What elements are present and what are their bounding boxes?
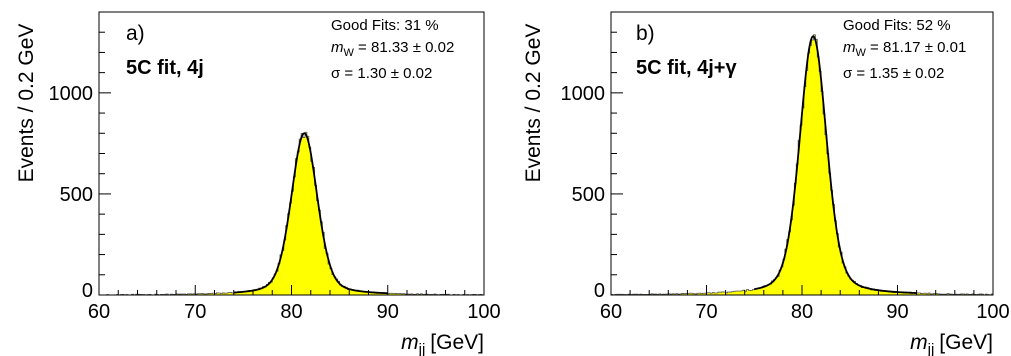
- x-tick-label: 100: [976, 301, 1009, 323]
- histogram-bins: [99, 132, 484, 295]
- y-axis-title: Events / 0.2 GeV: [522, 24, 545, 183]
- x-tick-label: 60: [600, 301, 622, 323]
- x-tick-label: 90: [886, 301, 908, 323]
- histogram-layer: [99, 132, 484, 295]
- y-tick-label: 0: [82, 280, 93, 302]
- x-tick-label: 100: [467, 301, 500, 323]
- stat-sigma: σ = 1.35 ± 0.02: [843, 65, 944, 82]
- stat-good-fits: Good Fits: 31 %: [331, 17, 439, 34]
- panel-letter: b): [636, 22, 655, 45]
- stat-mw-sub: W: [344, 47, 355, 59]
- x-tick-label: 70: [184, 301, 206, 323]
- x-axis-title: mjj [GeV]: [401, 331, 484, 356]
- y-tick-label: 1000: [49, 83, 94, 105]
- fit-label: 5C fit, 4j+γ: [636, 57, 737, 79]
- x-axis-title-sub: jj: [927, 341, 935, 356]
- stat-sigma: σ = 1.30 ± 0.02: [331, 65, 432, 82]
- x-tick-label: 80: [791, 301, 813, 323]
- stat-mw: mW = 81.33 ± 0.02: [331, 39, 454, 59]
- y-tick-label: 1000: [561, 83, 606, 105]
- stat-mw-value: = 81.17 ± 0.01: [866, 39, 966, 56]
- x-axis-title-sub: jj: [418, 341, 426, 356]
- x-tick-label: 80: [280, 301, 302, 323]
- stat-mw-var: m: [843, 39, 856, 56]
- y-tick-label: 0: [594, 280, 605, 302]
- x-tick-label: 60: [88, 301, 110, 323]
- fit-label: 5C fit, 4j: [126, 57, 204, 79]
- x-axis-title-var: m: [401, 331, 419, 354]
- stat-mw: mW = 81.17 ± 0.01: [843, 39, 966, 59]
- x-tick-label: 90: [377, 301, 399, 323]
- y-tick-label: 500: [572, 184, 605, 206]
- stat-mw-value: = 81.33 ± 0.02: [354, 39, 454, 56]
- x-axis-title-unit: [GeV]: [430, 331, 484, 354]
- y-axis-title: Events / 0.2 GeV: [15, 24, 38, 183]
- y-tick-label: 500: [60, 184, 93, 206]
- x-axis-title-var: m: [910, 331, 928, 354]
- x-axis-title-unit: [GeV]: [939, 331, 993, 354]
- x-axis-title: mjj [GeV]: [910, 331, 993, 356]
- panel-letter: a): [126, 22, 145, 45]
- stat-mw-sub: W: [856, 47, 867, 59]
- x-tick-label: 70: [695, 301, 717, 323]
- stat-mw-var: m: [331, 39, 344, 56]
- stat-good-fits: Good Fits: 52 %: [843, 17, 951, 34]
